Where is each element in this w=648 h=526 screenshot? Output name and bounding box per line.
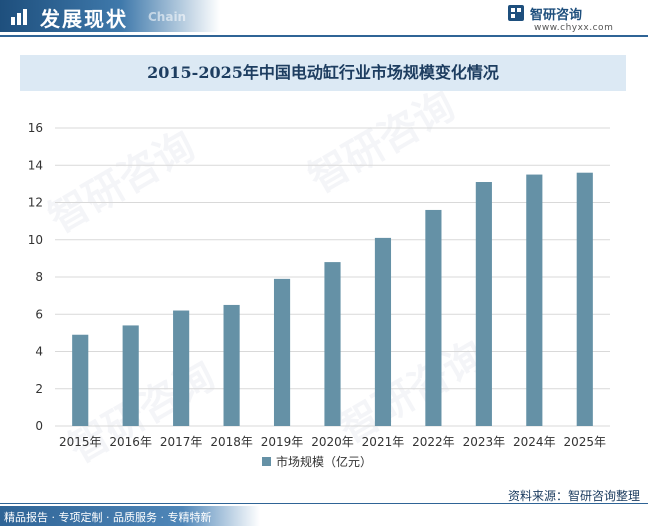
header-bar: 发展现状 Chain 智研咨询 www.chyxx.com <box>0 0 648 37</box>
header-divider <box>0 35 648 37</box>
brand-logo: 智研咨询 www.chyxx.com <box>490 3 640 35</box>
bar <box>576 172 593 426</box>
y-tick-label: 2 <box>35 382 43 396</box>
legend-swatch <box>262 457 271 466</box>
footer-banner <box>0 506 260 526</box>
x-tick-label: 2020年 <box>311 435 354 449</box>
chart-title: 2015-2025年中国电动缸行业市场规模变化情况 <box>20 55 626 91</box>
x-tick-label: 2024年 <box>513 435 556 449</box>
footer-tags: 精品报告 · 专项定制 · 品质服务 · 专精特新 <box>4 511 212 524</box>
x-tick-label: 2017年 <box>160 435 203 449</box>
bar <box>526 174 543 426</box>
bar <box>374 237 392 426</box>
legend-label: 市场规模（亿元） <box>276 454 372 469</box>
x-tick-label: 2018年 <box>210 435 253 449</box>
x-tick-label: 2016年 <box>109 435 152 449</box>
x-tick-label: 2025年 <box>563 435 606 449</box>
footer-divider <box>0 503 648 504</box>
y-tick-label: 4 <box>35 345 43 359</box>
x-tick-label: 2022年 <box>412 435 455 449</box>
bar <box>173 310 190 426</box>
logo-icon <box>508 5 524 21</box>
x-tick-label: 2023年 <box>463 435 506 449</box>
logo-name: 智研咨询 <box>530 8 583 23</box>
y-tick-label: 14 <box>28 158 43 172</box>
logo-url: www.chyxx.com <box>534 23 614 33</box>
y-tick-label: 12 <box>28 196 43 210</box>
y-tick-label: 0 <box>35 419 43 433</box>
x-tick-label: 2021年 <box>362 435 405 449</box>
header-subtitle: Chain <box>148 10 187 24</box>
bar <box>72 334 89 426</box>
bar <box>475 182 492 426</box>
y-tick-label: 16 <box>28 121 43 135</box>
y-tick-label: 8 <box>35 270 43 284</box>
x-tick-label: 2015年 <box>59 435 102 449</box>
page-title: 发展现状 <box>40 7 128 31</box>
y-tick-label: 10 <box>28 233 43 247</box>
x-tick-label: 2019年 <box>261 435 304 449</box>
bar <box>425 209 442 426</box>
bar <box>324 262 341 426</box>
header-banner <box>0 0 220 32</box>
y-tick-label: 6 <box>35 307 43 321</box>
source-note: 资料来源：智研咨询整理 <box>507 489 640 503</box>
bar <box>273 278 291 426</box>
chart-icon <box>11 9 27 25</box>
bar <box>223 304 240 426</box>
bar <box>122 325 139 426</box>
